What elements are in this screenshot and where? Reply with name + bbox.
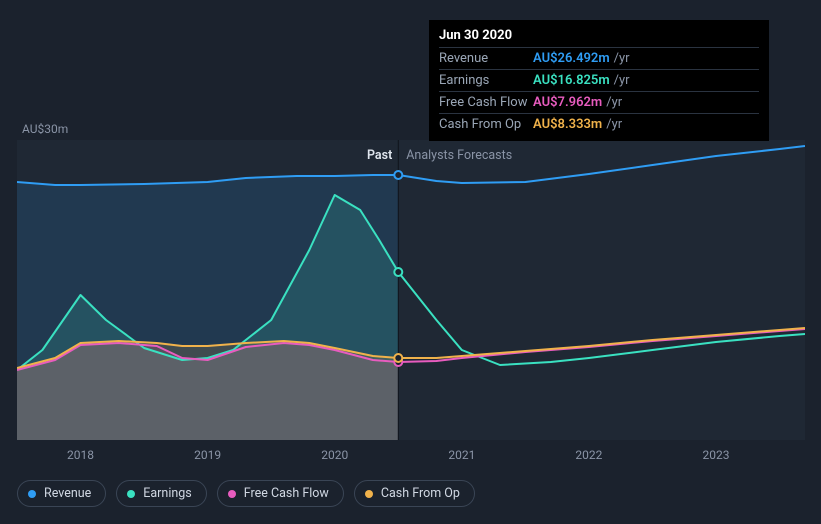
x-tick: 2022	[575, 448, 602, 462]
x-tick: 2018	[67, 448, 94, 462]
chart-container: AU$30m AU$0 Past Analysts Forecasts 2018…	[0, 0, 821, 524]
tooltip-row: EarningsAU$16.825m/yr	[439, 69, 759, 91]
legend-label: Earnings	[143, 486, 191, 501]
tooltip-unit: /yr	[606, 117, 622, 132]
legend-item[interactable]: Revenue	[17, 480, 106, 507]
tooltip-unit: /yr	[606, 95, 622, 110]
tooltip-row: Cash From OpAU$8.333m/yr	[439, 113, 759, 135]
legend-item[interactable]: Earnings	[116, 480, 206, 507]
legend-dot	[28, 490, 36, 498]
x-tick: 2020	[321, 448, 348, 462]
tooltip-value: AU$7.962m	[533, 95, 602, 110]
legend-label: Revenue	[44, 486, 91, 501]
tooltip-row: Free Cash FlowAU$7.962m/yr	[439, 91, 759, 113]
legend-dot	[127, 490, 135, 498]
x-tick: 2023	[703, 448, 730, 462]
legend: Revenue Earnings Free Cash Flow Cash From O…	[17, 480, 475, 507]
x-tick: 2021	[448, 448, 475, 462]
tooltip-date: Jun 30 2020	[439, 26, 759, 47]
tooltip-label: Free Cash Flow	[439, 95, 533, 110]
y-axis-label-top: AU$30m	[22, 122, 68, 136]
section-label-forecast: Analysts Forecasts	[406, 148, 512, 163]
legend-label: Free Cash Flow	[244, 486, 329, 501]
tooltip-label: Earnings	[439, 73, 533, 88]
tooltip-value: AU$26.492m	[533, 51, 610, 66]
legend-label: Cash From Op	[381, 486, 460, 501]
tooltip-unit: /yr	[614, 51, 630, 66]
x-tick: 2019	[194, 448, 221, 462]
legend-dot	[365, 490, 373, 498]
past-panel	[17, 140, 805, 440]
tooltip-value: AU$8.333m	[533, 117, 602, 132]
legend-dot	[228, 490, 236, 498]
tooltip-value: AU$16.825m	[533, 73, 610, 88]
section-label-past: Past	[367, 148, 392, 163]
tooltip-label: Cash From Op	[439, 117, 533, 132]
tooltip-row: RevenueAU$26.492m/yr	[439, 47, 759, 69]
legend-item[interactable]: Cash From Op	[354, 480, 475, 507]
tooltip: Jun 30 2020 RevenueAU$26.492m/yrEarnings…	[429, 20, 769, 141]
tooltip-unit: /yr	[614, 73, 630, 88]
legend-item[interactable]: Free Cash Flow	[217, 480, 344, 507]
tooltip-label: Revenue	[439, 51, 533, 66]
